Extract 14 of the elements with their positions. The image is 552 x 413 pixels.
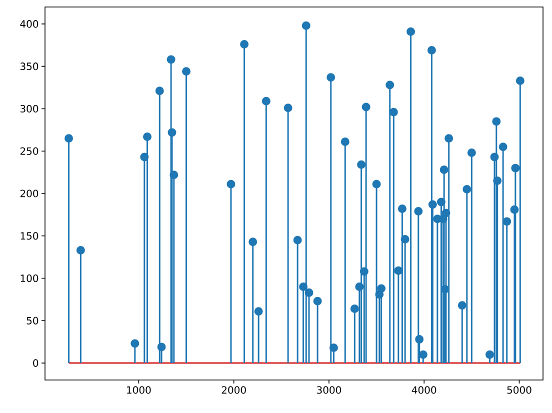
y-tick-label: 200 [20,190,38,198]
x-tick-label: 2000 [222,386,246,394]
y-tick-label: 300 [20,104,38,113]
y-tick-label: 150 [20,232,38,240]
x-tick-label: 5000 [507,386,532,394]
x-tick-label: 4000 [412,386,436,394]
y-tick-label: 100 [20,274,38,282]
y-tick-label: 50 [26,316,38,324]
y-tick-label: 250 [20,147,38,155]
x-tick-label: 3000 [317,386,342,394]
y-tick-label: 350 [20,62,38,70]
y-tick-label: 0 [33,359,38,367]
x-tick-label: 1000 [127,386,151,394]
y-tick-label: 400 [20,20,38,28]
